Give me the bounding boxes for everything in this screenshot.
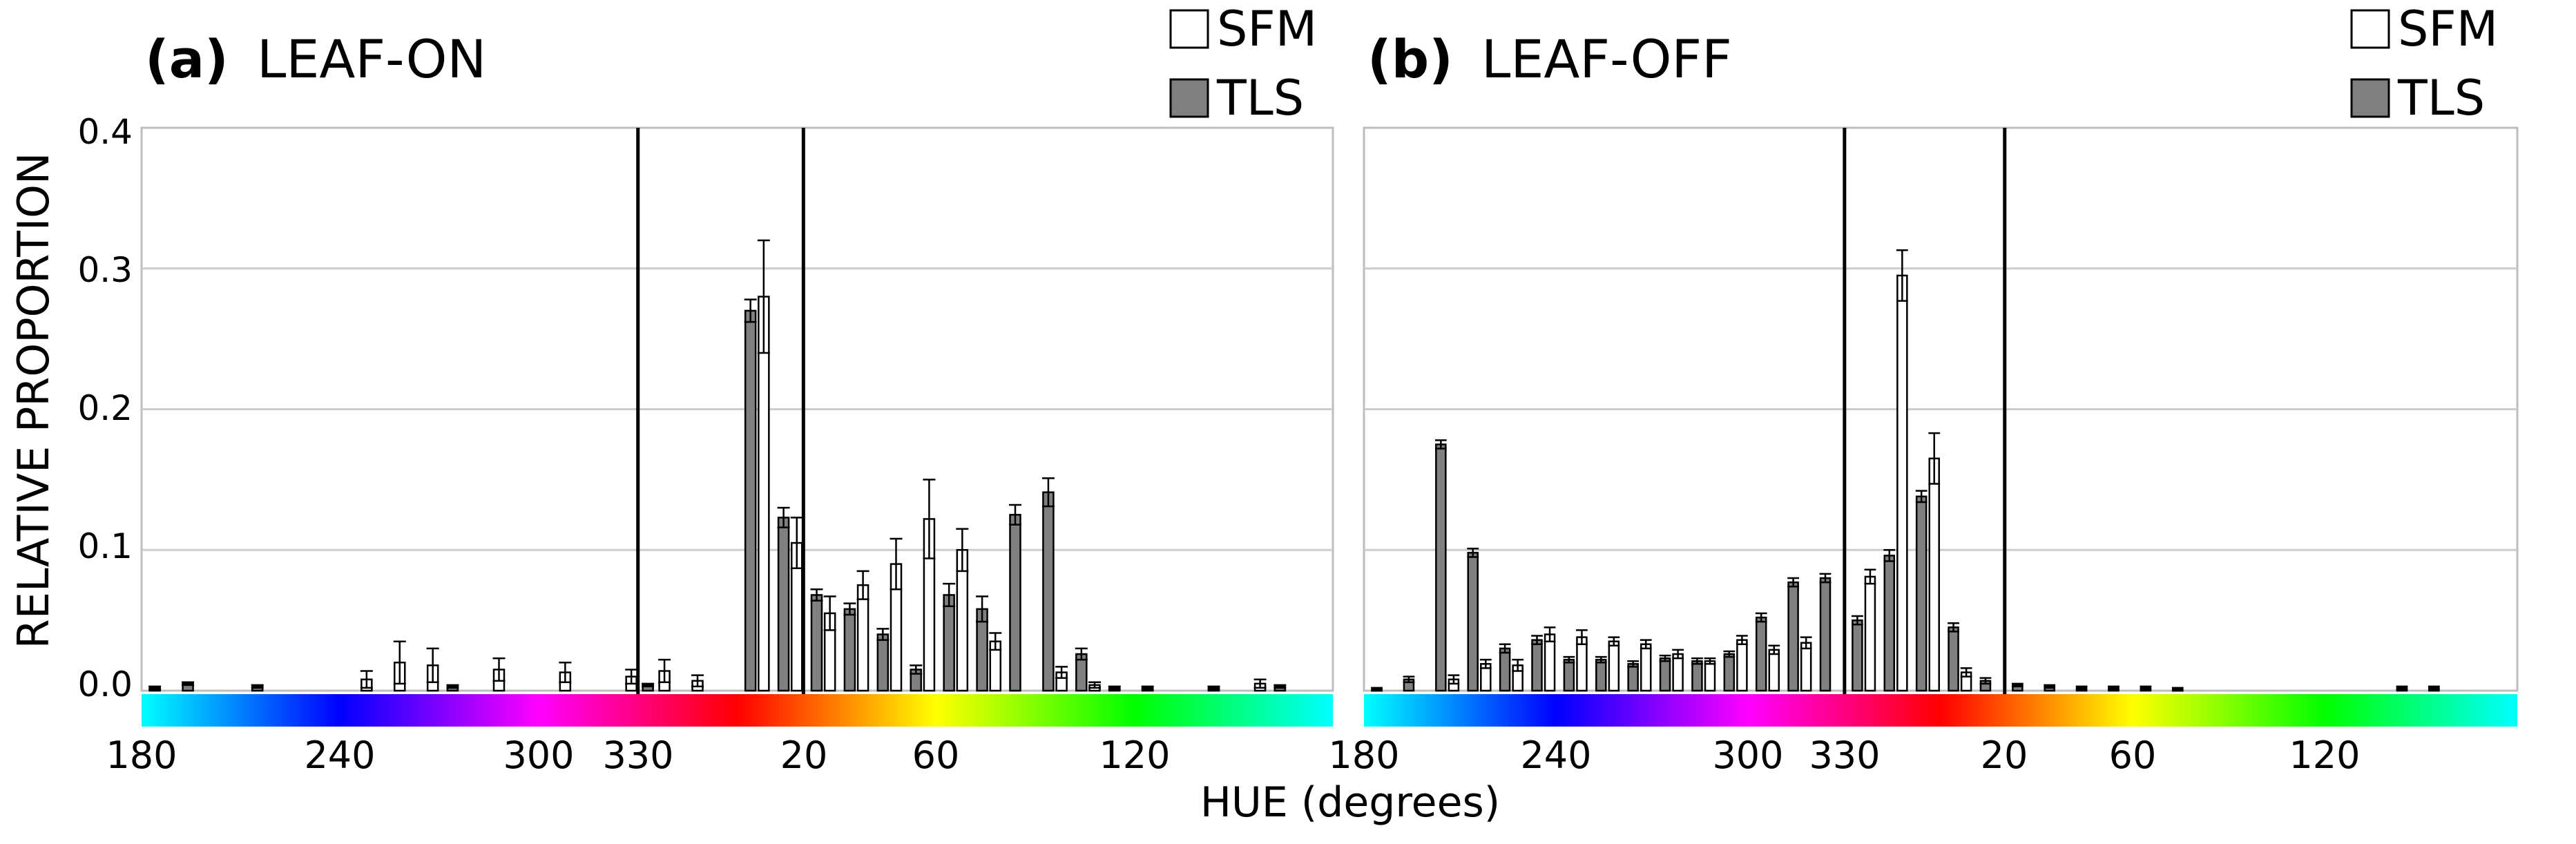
x-tick-label: 240 [1520,733,1591,777]
bar-tls [1435,443,1447,692]
bar-sfm [1608,640,1620,692]
x-tick-label: 240 [304,733,375,777]
bar-sfm [856,584,869,692]
panel-b: (b) LEAF-OFF SFM TLS 180 240 300 330 20 … [1328,1,2519,777]
bar-sfm [1640,643,1652,692]
bar-tls [1563,658,1575,692]
x-tick-label: 300 [503,733,574,777]
bar-tls [1467,552,1479,692]
legend-a-tls-swatch [1169,78,1209,118]
bar-tls [1499,647,1511,692]
bar-sfm [1896,274,1908,692]
bar-tls [1723,653,1736,692]
x-tick-label: 180 [106,733,177,777]
bar-tls [744,309,757,692]
bar-sfm [758,296,770,692]
legend-a-sfm-swatch [1169,9,1209,49]
x-tick-label: 20 [1981,733,2028,777]
bar-tls [1042,491,1055,692]
x-axis-label: HUE (degrees) [1200,778,1500,827]
bar-tls [1883,555,1896,692]
x-tick-label: 330 [602,733,673,777]
bar-tls [1755,616,1767,692]
bar-sfm [1768,649,1780,692]
bar-tls [1627,663,1639,692]
bar-tls [1691,660,1703,692]
bar-tls [1787,581,1799,692]
y-tick-label: 0.3 [77,250,133,290]
legend-b: SFM TLS [2350,1,2498,126]
bar-tls [1819,577,1832,692]
bar-tls [1852,619,1863,692]
x-tick-label: 300 [1712,733,1783,777]
hue-colorbar-b [1364,694,2517,727]
hue-colorbar-a [142,694,1333,727]
bar-sfm [1704,660,1716,692]
bar-tls [943,594,955,692]
panel-a-title: LEAF-ON [257,28,486,90]
x-tick-label: 180 [1328,733,1399,777]
plot-area-b [1363,126,2519,695]
y-tick-label: 0.0 [77,664,133,704]
bar-tls [1009,514,1021,692]
bar-tls [1595,658,1607,692]
bar-tls [810,594,823,692]
panel-b-tag: (b) [1367,28,1453,90]
bar-tls [1948,626,1959,692]
legend-a-sfm-label: SFM [1217,1,1317,57]
panel-b-title: LEAF-OFF [1481,28,1732,90]
x-tick-label: 330 [1809,733,1880,777]
bar-sfm [1800,642,1812,692]
plot-area-a [140,126,1334,695]
bar-sfm [1736,639,1748,692]
panel-a: (a) LEAF-ON SFM TLS RELATIVE PROPORTION … [8,1,1334,777]
bar-tls [876,633,890,692]
bar-tls [1915,495,1928,692]
legend-b-tls-swatch [2350,78,2390,118]
bar-sfm [1864,575,1876,692]
y-tick-label: 0.2 [77,388,133,428]
bar-tls [843,608,856,692]
y-tick-label: 0.4 [77,112,133,152]
legend-b-tls-label: TLS [2397,70,2485,126]
bar-tls [777,517,790,692]
legend-b-sfm-label: SFM [2398,1,2498,57]
y-axis-label: RELATIVE PROPORTION [8,153,59,649]
bar-sfm [1928,457,1940,692]
x-tick-label: 60 [2109,733,2157,777]
bar-tls [1659,657,1671,692]
legend-b-sfm-swatch [2350,9,2390,49]
bar-sfm [1544,633,1556,692]
bar-sfm [1672,653,1684,692]
y-tick-label: 0.1 [77,526,133,566]
panel-a-tag: (a) [145,28,229,90]
legend-a-tls-label: TLS [1216,70,1304,126]
x-tick-label: 60 [912,733,960,777]
x-tick-label: 20 [780,733,828,777]
x-tick-label: 120 [2289,733,2360,777]
bar-tls [1531,639,1543,692]
bar-sfm [1576,636,1588,692]
legend-a: SFM TLS [1169,1,1317,126]
x-tick-label: 120 [1099,733,1170,777]
